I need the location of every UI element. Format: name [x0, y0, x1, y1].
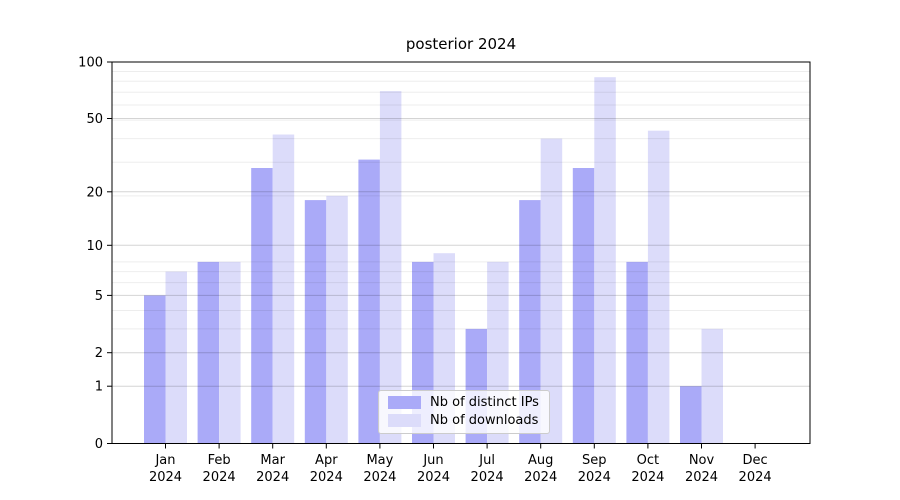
bar [594, 77, 616, 444]
x-tick-label-year: 2024 [631, 470, 664, 485]
y-tick-label: 20 [86, 185, 103, 200]
x-tick-label-month: Feb [208, 453, 231, 468]
y-tick-label: 50 [86, 112, 103, 127]
x-tick-label-month: Nov [689, 453, 715, 468]
x-tick-label-month: Oct [637, 453, 659, 468]
legend-item-downloads: Nb of downloads [388, 414, 539, 427]
x-tick-label-year: 2024 [310, 470, 343, 485]
bar [647, 130, 670, 444]
x-tick-label-month: Apr [315, 453, 338, 468]
bar-series-downloads [165, 77, 723, 444]
y-tick-label: 5 [95, 289, 103, 304]
x-tick-label-month: May [366, 453, 393, 468]
axes-spines [111, 61, 811, 444]
bar [219, 261, 241, 444]
minor-gridlines [112, 71, 810, 330]
x-tick-label-year: 2024 [203, 470, 236, 485]
bar [165, 271, 187, 444]
bar [519, 200, 541, 444]
x-tick-label-month: Mar [260, 453, 285, 468]
x-tick-label-year: 2024 [417, 470, 450, 485]
legend-swatch-distinct-ips [388, 396, 421, 409]
x-tick-label-month: Aug [528, 453, 553, 468]
x-tick-label-year: 2024 [578, 470, 611, 485]
x-tick-label-month: Jan [154, 453, 175, 468]
bar [144, 295, 166, 444]
y-tick-label: 100 [78, 56, 103, 71]
y-tick-label: 2 [95, 346, 103, 361]
x-tick-label-year: 2024 [149, 470, 182, 485]
bar [358, 159, 380, 444]
x-tick-label-year: 2024 [524, 470, 557, 485]
x-tick-label-year: 2024 [471, 470, 504, 485]
bar [379, 91, 402, 444]
x-tick-label-month: Sep [582, 453, 607, 468]
y-tick-label: 0 [95, 437, 103, 452]
legend-label-downloads: Nb of downloads [430, 413, 539, 428]
bar [304, 200, 327, 444]
x-tick-label-month: Dec [743, 453, 768, 468]
x-tick-label-year: 2024 [739, 470, 772, 485]
x-axis: Jan 2024 Feb 2024 Mar 2024 Apr 2024 May 2024 Jun 20… [149, 443, 772, 485]
legend-item-distinct-ips: Nb of distinct IPs [388, 396, 539, 409]
x-tick-label-year: 2024 [685, 470, 718, 485]
x-tick-label-year: 2024 [256, 470, 289, 485]
bar [572, 168, 595, 444]
y-tick-label: 10 [86, 239, 103, 254]
x-tick-label-month: Jun [422, 453, 443, 468]
bar [626, 261, 648, 444]
y-tick-label: 1 [95, 380, 103, 395]
y-axis: 0 1 2 5 10 20 50 100 [78, 56, 112, 452]
bar [540, 138, 563, 444]
x-tick-label-month: Jul [478, 453, 495, 468]
legend: Nb of distinct IPs Nb of downloads [378, 390, 550, 434]
bar [701, 328, 723, 444]
bars [144, 77, 723, 444]
major-gridlines [112, 118, 810, 387]
legend-label-distinct-ips: Nb of distinct IPs [430, 395, 539, 410]
bar [197, 261, 220, 444]
x-tick-label-year: 2024 [363, 470, 396, 485]
bar [272, 134, 295, 444]
bar [680, 386, 702, 444]
bar [251, 168, 273, 444]
legend-swatch-downloads [388, 414, 421, 427]
bar [326, 195, 348, 444]
chart-title: posterior 2024 [405, 35, 517, 53]
